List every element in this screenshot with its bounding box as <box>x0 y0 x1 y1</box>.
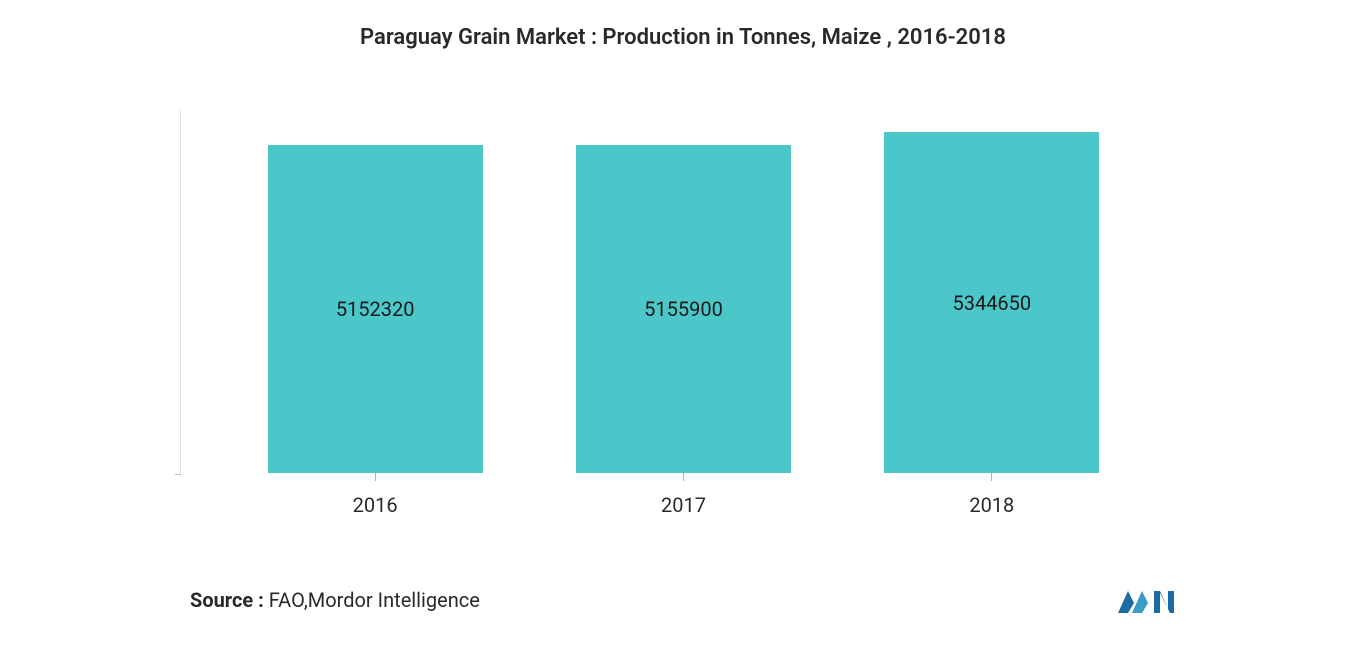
chart-title: Paraguay Grain Market : Production in To… <box>180 25 1186 50</box>
x-label-1: 2017 <box>661 493 706 517</box>
source-text: Source : FAO,Mordor Intelligence <box>190 588 480 612</box>
chart-plot-area: 5152320 2016 5155900 2017 5344650 2018 <box>180 110 1186 475</box>
bar-group-2: 5344650 2018 <box>838 132 1146 517</box>
bar-value-1: 5155900 <box>644 297 723 321</box>
source-label: Source : <box>190 588 269 612</box>
x-tick-1 <box>683 473 684 481</box>
x-tick-0 <box>375 473 376 481</box>
x-tick-2 <box>991 473 992 481</box>
bar-value-2: 5344650 <box>952 291 1031 315</box>
logo-icon <box>1116 585 1176 615</box>
bar-1: 5155900 <box>576 145 791 473</box>
bar-value-0: 5152320 <box>336 297 415 321</box>
brand-logo <box>1116 585 1176 615</box>
x-label-2: 2018 <box>969 493 1014 517</box>
y-axis-tick <box>175 474 181 475</box>
chart-container: Paraguay Grain Market : Production in To… <box>0 0 1366 655</box>
bar-2: 5344650 <box>884 132 1099 473</box>
x-label-0: 2016 <box>353 493 398 517</box>
bar-group-1: 5155900 2017 <box>529 145 837 517</box>
bar-0: 5152320 <box>268 145 483 473</box>
source-row: Source : FAO,Mordor Intelligence <box>180 585 1186 615</box>
bar-group-0: 5152320 2016 <box>221 145 529 517</box>
source-value: FAO,Mordor Intelligence <box>269 588 480 612</box>
